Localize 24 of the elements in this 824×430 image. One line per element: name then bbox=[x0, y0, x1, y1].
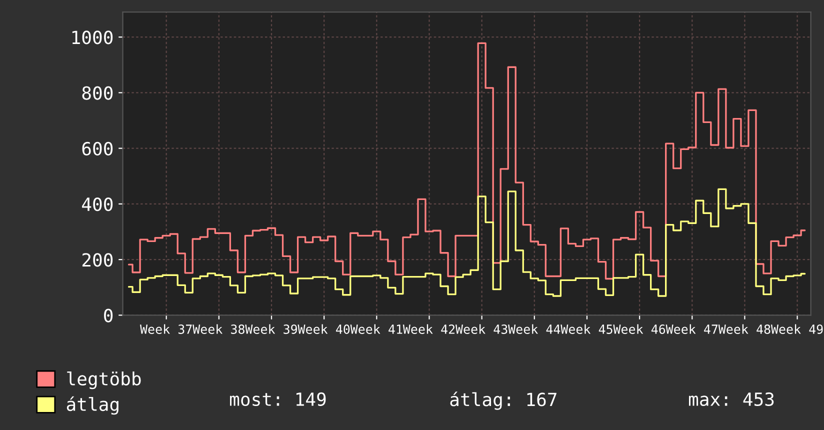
y-tick-label: 600 bbox=[82, 142, 113, 156]
legend-label: átlag bbox=[66, 396, 118, 415]
text: most: 149 bbox=[230, 392, 326, 406]
text: max: 453 bbox=[689, 392, 774, 406]
y-tick-label: 0 bbox=[104, 308, 113, 322]
text: átlag: 167 bbox=[450, 392, 556, 410]
x-tick-label: Week 37 bbox=[140, 324, 192, 334]
x-tick-label: Week 49 bbox=[770, 324, 823, 334]
y-tick-label: 800 bbox=[82, 86, 113, 100]
x-tick-label: Week 40 bbox=[298, 324, 350, 334]
x-tick-label: Week 42 bbox=[402, 324, 455, 334]
legend-label: legtöbb bbox=[67, 371, 141, 390]
y-tick-label: 400 bbox=[82, 197, 113, 212]
y-tick-label: 1000 bbox=[72, 30, 113, 44]
x-tick-label: Week 46 bbox=[613, 324, 666, 334]
x-tick-label: Week 43 bbox=[455, 324, 508, 334]
y-tick-label: 200 bbox=[82, 253, 113, 267]
x-tick-label: Week 38 bbox=[192, 324, 244, 334]
x-tick-label: Week 41 bbox=[350, 324, 402, 334]
x-tick-label: Week 44 bbox=[508, 324, 560, 334]
x-tick-label: Week 45 bbox=[560, 324, 612, 334]
x-tick-label: Week 47 bbox=[666, 324, 718, 334]
x-tick-label: Week 39 bbox=[245, 324, 297, 334]
x-tick-label: Week 48 bbox=[718, 324, 770, 334]
